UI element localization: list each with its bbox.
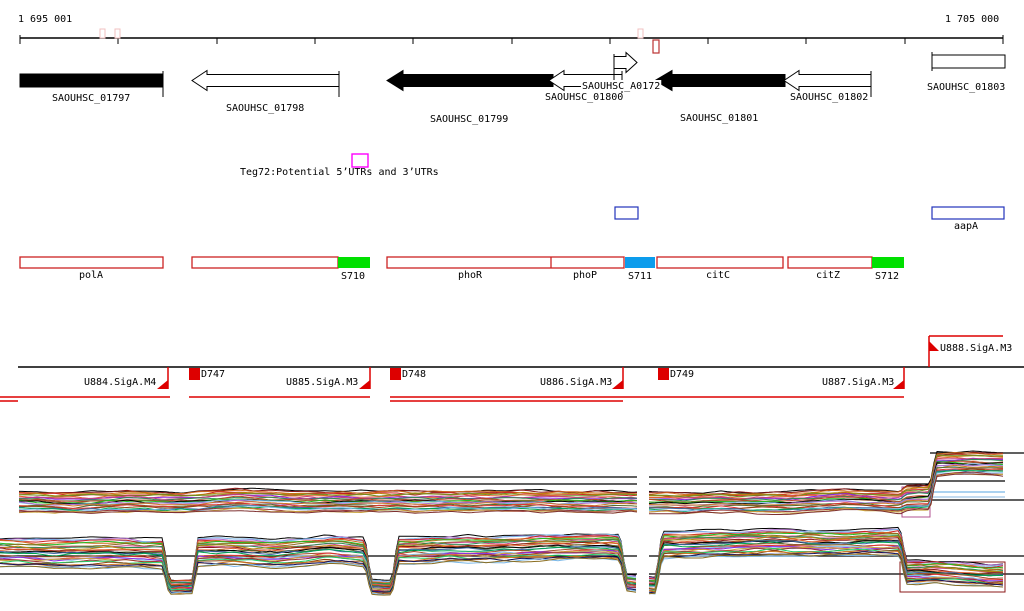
lower-profile-bundle-line xyxy=(0,526,1004,582)
operon-label-citZ: citZ xyxy=(816,270,840,281)
gene-SAOUHSC_01801[interactable] xyxy=(654,69,786,92)
lower-profile-bundle-line xyxy=(0,547,1004,593)
tu-label-U885.SigA.M3: U885.SigA.M3 xyxy=(286,377,358,388)
ruler-start-label: 1 695 001 xyxy=(18,14,73,25)
upper-profile-bundle-line xyxy=(18,468,1004,509)
tu-flag-triangle[interactable] xyxy=(612,380,623,389)
gene-SAOUHSC_01803[interactable] xyxy=(931,54,1006,69)
upper-profile-bundle-line xyxy=(18,471,1003,513)
operon-box[interactable] xyxy=(787,256,873,269)
ruler-pink-mark xyxy=(114,28,121,39)
tu-flag-triangle[interactable] xyxy=(157,380,168,389)
ruler-position-marker[interactable] xyxy=(652,39,660,54)
ruler-end-label: 1 705 000 xyxy=(945,14,1000,25)
upper-profile-bundle-line xyxy=(19,450,1004,494)
gene-SAOUHSC_01799[interactable] xyxy=(386,69,554,92)
tu-dmarker-D747[interactable] xyxy=(189,368,200,380)
gene-SAOUHSC_01802[interactable] xyxy=(783,69,872,92)
feature-label-aapA: aapA xyxy=(954,221,978,232)
segment-box-green[interactable] xyxy=(338,257,370,268)
lower-profile-bundle-line xyxy=(0,543,1004,591)
tu-flag-triangle[interactable] xyxy=(929,341,939,351)
feature-box-aapA[interactable] xyxy=(931,206,1005,220)
tu-label-U884.SigA.M4: U884.SigA.M4 xyxy=(84,377,156,388)
operon-label-phoR: phoR xyxy=(458,270,483,281)
lower-profile-bundle-line xyxy=(0,551,1004,594)
gene-SAOUHSC_01798[interactable] xyxy=(191,69,340,92)
tu-label-U886.SigA.M3: U886.SigA.M3 xyxy=(540,377,612,388)
utr-feature-box[interactable] xyxy=(351,153,369,168)
segment-box-blue[interactable] xyxy=(625,257,655,268)
gene-label-SAOUHSC_01803: SAOUHSC_01803 xyxy=(927,82,1005,93)
ruler-pink-mark xyxy=(99,28,106,39)
operon-label-S711: S711 xyxy=(628,271,652,282)
feature-box-unnamed[interactable] xyxy=(614,206,639,220)
gene-label-SAOUHSC_01800: SAOUHSC_01800 xyxy=(545,92,623,103)
operon-label-S712: S712 xyxy=(875,271,899,282)
ruler-pink-mark xyxy=(637,28,644,39)
operon-box[interactable] xyxy=(19,256,164,269)
tu-label-U887.SigA.M3: U887.SigA.M3 xyxy=(822,377,894,388)
tu-dmarker-label-D749: D749 xyxy=(670,369,694,380)
operon-label-polA: polA xyxy=(79,270,103,281)
gene-SAOUHSC_A0172[interactable] xyxy=(613,51,638,74)
gene-label-SAOUHSC_01799: SAOUHSC_01799 xyxy=(430,114,508,125)
gene-label-SAOUHSC_A0172: SAOUHSC_A0172 xyxy=(582,81,660,92)
segment-box-green[interactable] xyxy=(872,257,904,268)
upper-profile-bundle-line xyxy=(18,451,1004,495)
gene-label-SAOUHSC_01798: SAOUHSC_01798 xyxy=(226,103,304,114)
operon-box[interactable] xyxy=(656,256,784,269)
lower-profile-bundle-line xyxy=(0,535,1003,587)
utr-feature-label: Teg72:Potential 5’UTRs and 3’UTRs xyxy=(240,167,439,178)
lower-profile-bundle-line xyxy=(0,553,1004,596)
tu-flag-triangle[interactable] xyxy=(893,380,904,389)
tu-dmarker-label-D747: D747 xyxy=(201,369,225,380)
tu-flag-triangle[interactable] xyxy=(359,380,370,389)
tu-dmarker-label-D748: D748 xyxy=(402,369,426,380)
upper-profile-bundle-line xyxy=(18,473,1004,515)
upper-profile-bundle-line xyxy=(19,454,1003,498)
gene-label-SAOUHSC_A0172-bg xyxy=(581,80,662,91)
operon-box[interactable] xyxy=(386,256,625,269)
operon-label-citC: citC xyxy=(706,270,730,281)
upper-profile-bundle-line xyxy=(18,452,1004,496)
gene-label-SAOUHSC_01797: SAOUHSC_01797 xyxy=(52,93,130,104)
tu-dmarker-D748[interactable] xyxy=(390,368,401,380)
operon-box[interactable] xyxy=(191,256,339,269)
operon-label-S710: S710 xyxy=(341,271,365,282)
operon-label-phoP: phoP xyxy=(573,270,597,281)
tu-label-U888.SigA.M3: U888.SigA.M3 xyxy=(940,343,1012,354)
gene-label-SAOUHSC_01801: SAOUHSC_01801 xyxy=(680,113,758,124)
tu-dmarker-D749[interactable] xyxy=(658,368,669,380)
gene-SAOUHSC_01797[interactable] xyxy=(19,73,164,88)
gene-label-SAOUHSC_01802: SAOUHSC_01802 xyxy=(790,92,868,103)
